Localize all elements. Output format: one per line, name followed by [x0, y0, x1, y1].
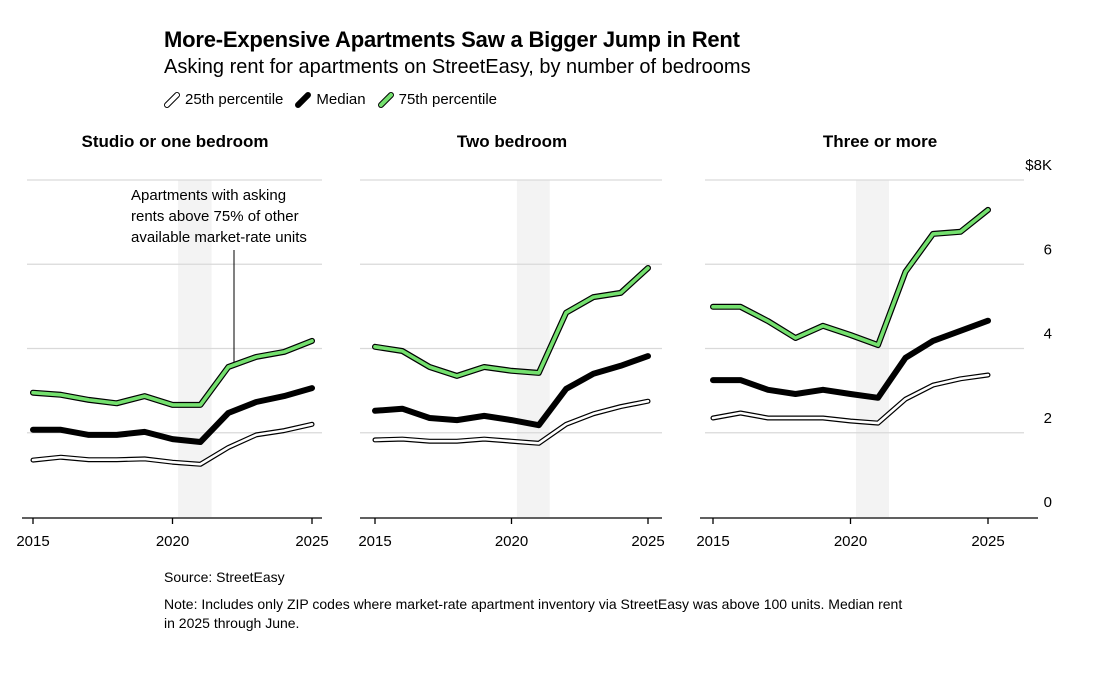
series-75th-percentile — [372, 265, 651, 379]
legend-swatch-75th-icon — [377, 91, 394, 108]
chart-subtitle: Asking rent for apartments on StreetEasy… — [164, 56, 751, 78]
legend-swatch-25th-icon — [164, 91, 180, 108]
annotation-text: rents above 75% of other — [131, 208, 299, 225]
x-tick-label: 2025 — [631, 533, 664, 550]
legend-label-median: Median — [316, 91, 366, 108]
series-median — [30, 385, 315, 445]
x-tick-label: 2015 — [16, 533, 49, 550]
legend-label-75th: 75th percentile — [398, 91, 498, 108]
legend-swatch-median-icon — [295, 91, 312, 108]
x-tick-label: 2025 — [971, 533, 1004, 550]
series-line — [711, 208, 990, 347]
x-tick-label: 2015 — [696, 533, 729, 550]
y-tick-label: 2 — [1044, 410, 1052, 427]
legend-item-median: Median — [295, 91, 366, 108]
x-tick-label: 2020 — [156, 533, 189, 550]
series-line — [30, 385, 315, 445]
annotation-text: Apartments with asking — [131, 187, 286, 204]
y-tick-label: $8K — [1025, 157, 1052, 174]
note-text: Note: Includes only ZIP codes where mark… — [164, 596, 903, 631]
x-tick-label: 2015 — [358, 533, 391, 550]
panel-3: Three or more 2015 2020 2025 0 2 4 6 $8K — [696, 132, 1052, 550]
x-tick-label: 2020 — [495, 533, 528, 550]
series-25th-percentile — [710, 372, 991, 426]
series-line — [373, 399, 650, 445]
series-75th-percentile — [30, 337, 315, 408]
series-line — [372, 353, 651, 429]
series-median — [372, 353, 651, 429]
x-tick-label: 2025 — [295, 533, 328, 550]
series-25th-percentile — [30, 421, 315, 467]
legend-label-25th: 25th percentile — [185, 91, 284, 108]
series-line — [30, 337, 315, 408]
y-tick-label: 0 — [1044, 494, 1052, 511]
series-line — [373, 266, 650, 378]
panel-1: Studio or one bedroom 2015 2020 2025 Apartme… — [16, 132, 328, 550]
series-25th-percentile — [372, 398, 651, 446]
legend-item-25th: 25th percentile — [164, 91, 283, 108]
legend-item-75th: 75th percentile — [377, 91, 498, 108]
panel-title: Studio or one bedroom — [82, 132, 269, 151]
series-line — [31, 423, 314, 466]
chart-title: More-Expensive Apartments Saw a Bigger J… — [164, 27, 740, 52]
legend: 25th percentile Median 75th percentile — [164, 91, 503, 108]
panel-2: Two bedroom 2015 2020 2025 — [358, 132, 664, 550]
y-tick-label: 4 — [1044, 326, 1052, 343]
panel-title: Two bedroom — [457, 132, 567, 151]
y-tick-label: 6 — [1044, 241, 1052, 258]
source-text: Source: StreetEasy — [164, 569, 285, 585]
series-line — [710, 206, 991, 349]
series-line — [711, 373, 990, 425]
annotation-text: available market-rate units — [131, 229, 307, 246]
series-median — [710, 317, 991, 401]
panel-title: Three or more — [823, 132, 937, 151]
series-75th-percentile — [710, 206, 991, 349]
series-line — [710, 317, 991, 401]
series-line — [31, 339, 314, 407]
x-tick-label: 2020 — [834, 533, 867, 550]
